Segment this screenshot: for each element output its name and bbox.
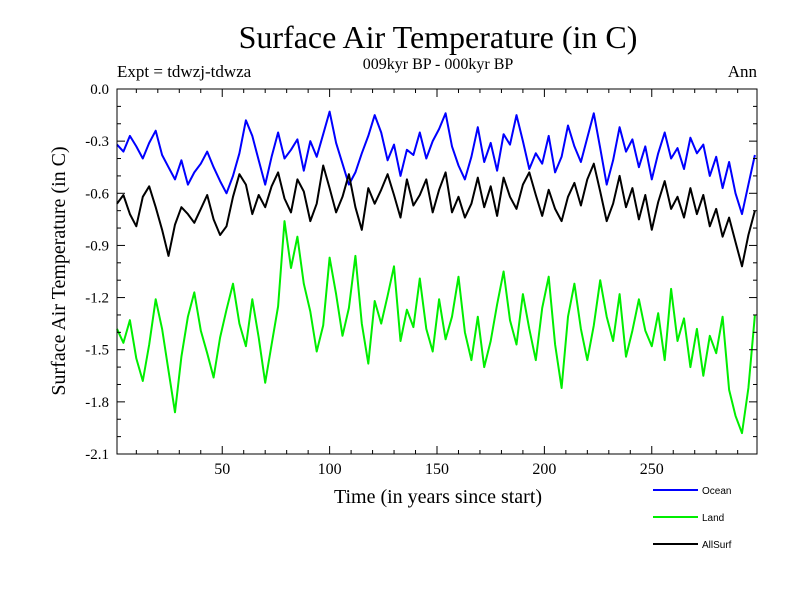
series-line-ocean [116, 110, 756, 216]
legend-label-ocean: Ocean [702, 486, 731, 497]
y-tick-label: 0.0 [90, 82, 109, 98]
x-tick-label: 100 [318, 461, 342, 478]
season-label: Ann [728, 62, 758, 81]
chart-subtitle: 009kyr BP - 000kyr BP [363, 56, 514, 73]
x-axis: 50 100 150 200 250 [135, 89, 739, 478]
series-line-allsurf [116, 162, 756, 268]
y-tick-label: -0.6 [85, 186, 109, 202]
series-line-land [116, 220, 756, 435]
series-lines [116, 110, 756, 435]
y-tick-label: -0.9 [85, 238, 109, 254]
x-tick-label: 150 [425, 461, 449, 478]
x-tick-label: 50 [214, 461, 230, 478]
x-tick-label: 200 [532, 461, 556, 478]
y-axis-label: Surface Air Temperature (in C) [48, 146, 70, 395]
y-tick-label: -1.8 [85, 395, 109, 411]
y-tick-label: -2.1 [85, 447, 109, 463]
y-tick-label: -1.2 [85, 291, 109, 307]
x-axis-label: Time (in years since start) [334, 486, 542, 508]
y-tick-label: -1.5 [85, 343, 109, 359]
y-axis: 0.0 -0.3 -0.6 -0.9 -1.2 -1.5 -1.8 -2.1 [85, 82, 757, 463]
chart-title: Surface Air Temperature (in C) [239, 19, 638, 55]
experiment-label: Expt = tdwzj-tdwza [117, 62, 252, 81]
legend-label-land: Land [702, 513, 724, 524]
legend: Ocean Land AllSurf [653, 486, 732, 551]
x-tick-label: 250 [640, 461, 664, 478]
legend-label-allsurf: AllSurf [702, 540, 732, 551]
y-tick-label: -0.3 [85, 134, 109, 150]
